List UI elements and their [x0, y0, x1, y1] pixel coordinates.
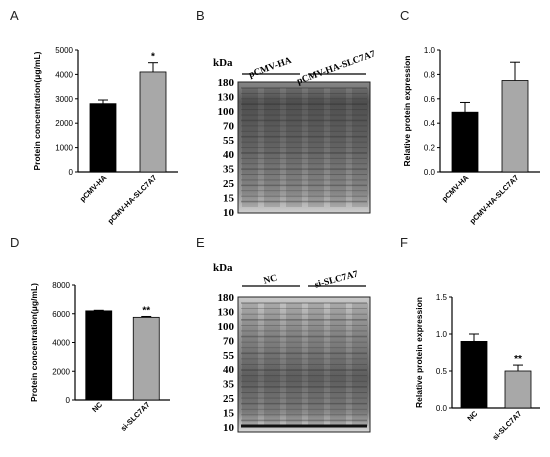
y-axis-label: Protein concentration(μg/mL) — [29, 283, 39, 402]
panel-letter-d: D — [10, 235, 19, 250]
y-tick-label: 4000 — [55, 70, 73, 79]
lane — [330, 88, 346, 207]
y-tick-label: 0.0 — [436, 404, 448, 413]
bar — [89, 103, 117, 173]
group-label: pCMV-HA — [248, 56, 294, 81]
kda-unit-label: kDa — [213, 262, 233, 274]
molecular-weight-marker: 15 — [223, 408, 235, 420]
category-label: pCMV-HA-SLC7A7 — [468, 173, 521, 226]
bar — [504, 370, 532, 409]
lane — [330, 303, 346, 426]
y-tick-label: 1.0 — [436, 330, 448, 339]
significance-label: ** — [142, 305, 150, 316]
y-tick-label: 0.2 — [424, 144, 436, 153]
y-tick-label: 1.0 — [424, 46, 436, 55]
lane — [308, 303, 324, 426]
y-tick-label: 1.5 — [436, 293, 448, 302]
y-axis-label: Relative protein expression — [414, 297, 424, 408]
y-tick-label: 0.4 — [424, 119, 436, 128]
lane — [264, 303, 280, 426]
category-label: pCMV-HA-SLC7A7 — [106, 173, 159, 226]
bar — [460, 340, 488, 409]
bar — [451, 111, 479, 173]
lane — [242, 303, 258, 426]
y-tick-label: 0 — [69, 168, 74, 177]
bar-chart-d: 0 2000 4000 6000 8000 Protein concentration(μ… — [29, 281, 170, 433]
bar-chart-f: 0.0 0.5 1.0 1.5 Relative protein expression N… — [414, 293, 540, 442]
category-label: pCMV-HA — [440, 173, 471, 204]
y-tick-label: 2000 — [55, 119, 73, 128]
molecular-weight-marker: 55 — [223, 350, 235, 362]
category-label: si-SLC7A7 — [119, 400, 152, 433]
bar — [85, 310, 113, 401]
bar — [132, 316, 160, 401]
category-label: NC — [465, 409, 479, 423]
category-label: si-SLC7A7 — [491, 409, 524, 442]
blot-image — [237, 81, 371, 214]
y-tick-label: 0.8 — [424, 70, 436, 79]
y-tick-label: 0.6 — [424, 95, 436, 104]
y-tick-label: 0.5 — [436, 367, 448, 376]
western-blot-b: kDa 180 130 100 70 55 40 35 25 15 10 pCMV-HA pCMV-HA… — [213, 49, 377, 219]
molecular-weight-marker: 130 — [218, 306, 235, 318]
lane — [352, 88, 368, 207]
kda-unit-label: kDa — [213, 57, 233, 69]
significance-label: * — [151, 52, 155, 63]
blot-image — [237, 296, 371, 433]
panel-letter-a: A — [10, 8, 19, 23]
category-label: pCMV-HA — [78, 173, 109, 204]
y-tick-label: 1000 — [55, 144, 73, 153]
y-tick-label: 5000 — [55, 46, 73, 55]
bar-chart-c: 0.0 0.2 0.4 0.6 0.8 1.0 Relative protein expre… — [402, 46, 540, 226]
y-tick-label: 0 — [66, 396, 71, 405]
molecular-weight-marker: 40 — [223, 364, 235, 376]
bar — [501, 80, 529, 173]
molecular-weight-marker: 180 — [218, 77, 235, 89]
y-tick-label: 3000 — [55, 95, 73, 104]
group-label: NC — [263, 273, 279, 286]
lane — [286, 88, 302, 207]
panel-letter-f: F — [400, 235, 408, 250]
y-tick-label: 2000 — [52, 367, 70, 376]
y-tick-label: 8000 — [52, 281, 70, 290]
bar-chart-a: 0 1000 2000 3000 4000 5000 Protein concentrati… — [32, 46, 178, 226]
y-tick-label: 0.0 — [424, 168, 436, 177]
lane — [352, 303, 368, 426]
molecular-weight-marker: 15 — [223, 193, 235, 205]
molecular-weight-marker: 70 — [223, 335, 235, 347]
molecular-weight-marker: 55 — [223, 135, 235, 147]
y-tick-label: 4000 — [52, 339, 70, 348]
category-label: NC — [90, 400, 104, 414]
molecular-weight-marker: 70 — [223, 120, 235, 132]
molecular-weight-marker: 180 — [218, 292, 235, 304]
y-axis-label: Relative protein expression — [402, 55, 412, 166]
molecular-weight-marker: 10 — [223, 207, 235, 219]
western-blot-e: kDa 180 130 100 70 55 40 35 25 15 10 NC si-SLC7A7 — [213, 262, 371, 434]
panel-letter-b: B — [196, 8, 205, 23]
lane — [286, 303, 302, 426]
molecular-weight-marker: 40 — [223, 149, 235, 161]
molecular-weight-marker: 130 — [218, 91, 235, 103]
molecular-weight-marker: 25 — [223, 178, 235, 190]
significance-label: ** — [514, 354, 522, 365]
lane — [264, 88, 280, 207]
bar — [139, 71, 167, 173]
y-axis-label: Protein concentration(μg/mL) — [32, 51, 42, 170]
y-tick-label: 6000 — [52, 310, 70, 319]
lane — [308, 88, 324, 207]
molecular-weight-marker: 100 — [218, 106, 235, 118]
molecular-weight-marker: 100 — [218, 321, 235, 333]
lane — [242, 88, 258, 207]
group-label: pCMV-HA-SLC7A7 — [296, 49, 377, 87]
molecular-weight-marker: 35 — [223, 164, 235, 176]
molecular-weight-marker: 10 — [223, 422, 235, 434]
molecular-weight-marker: 25 — [223, 393, 235, 405]
group-label: si-SLC7A7 — [314, 269, 360, 290]
panel-letter-e: E — [196, 235, 205, 250]
panel-letter-c: C — [400, 8, 409, 23]
molecular-weight-marker: 35 — [223, 379, 235, 391]
